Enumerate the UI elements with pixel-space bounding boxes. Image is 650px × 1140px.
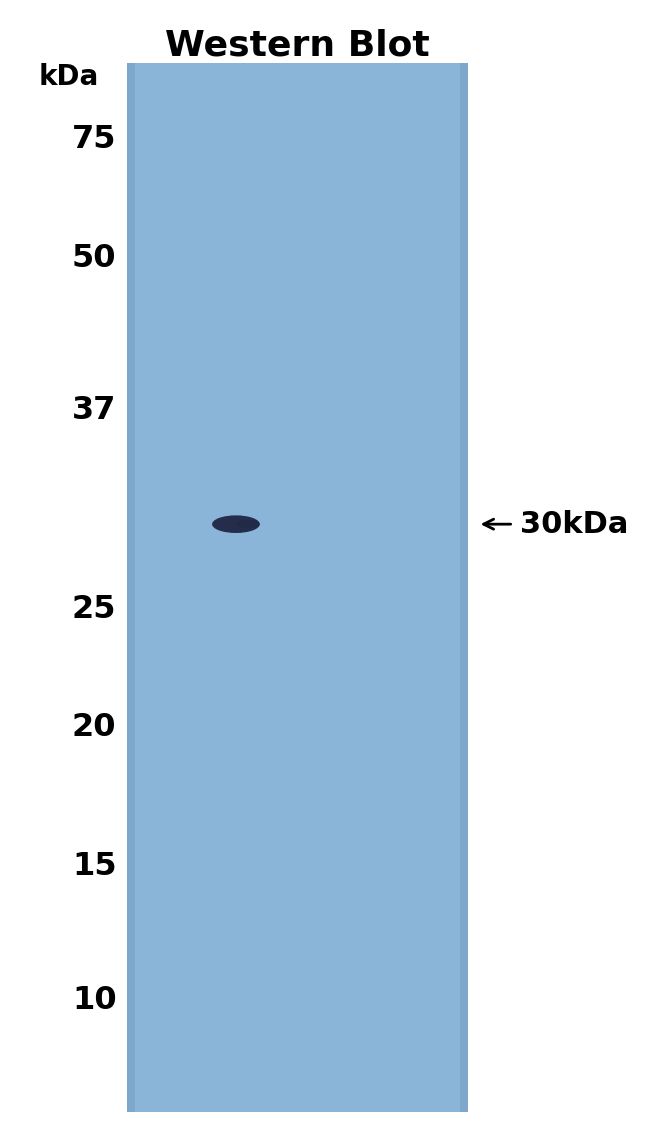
Bar [127,63,468,1112]
Text: 15: 15 [72,850,116,882]
Text: 10: 10 [72,985,116,1017]
Text: kDa: kDa [39,63,99,91]
Bar [460,63,468,1112]
Text: 37: 37 [72,394,116,426]
Text: 50: 50 [72,243,116,275]
Text: 30kDa: 30kDa [520,510,629,539]
Text: Western Blot: Western Blot [165,28,430,63]
Bar [127,63,135,1112]
Text: 25: 25 [72,594,116,626]
Ellipse shape [236,520,260,529]
Text: 75: 75 [72,123,116,155]
Text: 20: 20 [72,711,116,743]
Ellipse shape [212,515,260,534]
